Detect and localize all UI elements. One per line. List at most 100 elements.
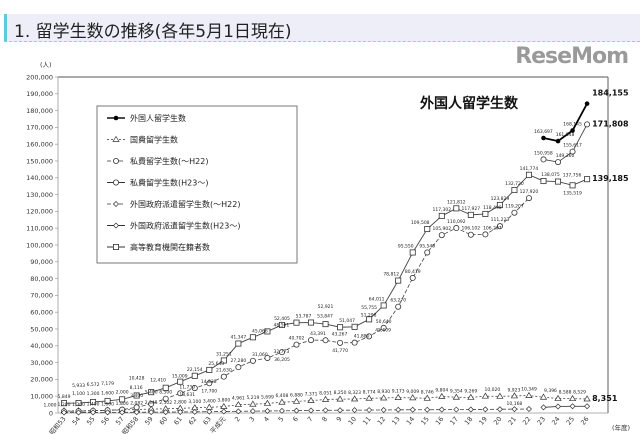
data-label: 105,902 (432, 226, 451, 232)
data-point (424, 226, 431, 233)
data-label: 53,787 (296, 314, 312, 320)
data-point (569, 182, 576, 189)
y-tick-label: 90,000 (30, 258, 53, 266)
chart-title: 外国人留学生数 (420, 95, 519, 112)
data-point (409, 274, 416, 281)
y-tick-label: 120,000 (26, 208, 53, 216)
data-point (336, 395, 344, 402)
data-label-highlight: 171,808 (592, 119, 629, 128)
series-line-2 (63, 197, 530, 412)
data-point (177, 378, 184, 385)
data-point (206, 366, 213, 373)
data-point (395, 277, 402, 284)
x-tick-label: 25 (565, 415, 576, 426)
legend-marker (113, 222, 119, 229)
data-label: 1,600 (101, 390, 114, 396)
y-tick-label: 30,000 (30, 359, 53, 367)
data-label: 123,829 (491, 196, 510, 202)
data-label: 9,804 (435, 388, 448, 394)
data-label: 2,800 (174, 399, 187, 405)
data-label: 9,923 (507, 387, 520, 393)
data-label: 17,700 (201, 388, 217, 394)
data-point (177, 390, 184, 397)
data-point (249, 357, 256, 364)
data-point (569, 148, 576, 155)
data-label: 55,755 (361, 305, 377, 311)
data-point (293, 407, 300, 414)
data-point (148, 409, 155, 416)
data-point (496, 392, 504, 399)
data-label: 43,267 (332, 331, 348, 337)
data-label: 1,600 (101, 401, 114, 407)
data-point (133, 392, 140, 399)
x-tick-label: 59 (143, 415, 154, 426)
x-tick-label: 57 (114, 415, 125, 426)
data-point (481, 392, 489, 399)
data-label: 8,250 (334, 390, 347, 396)
data-label: 32,773 (274, 349, 290, 355)
y-tick-label: 100,000 (26, 241, 53, 249)
legend-marker (113, 115, 119, 121)
data-point (264, 328, 271, 335)
x-tick-label: 昭和53 (47, 415, 68, 434)
y-tick-label: 160,000 (26, 141, 53, 149)
data-point (351, 339, 358, 346)
y-tick-label: 170,000 (26, 124, 53, 132)
data-label: 9,354 (450, 388, 463, 394)
legend-label: 外国政府派遣留学生数(〜H22) (130, 199, 240, 209)
data-point (205, 403, 213, 410)
data-point (583, 395, 591, 402)
data-label: 1,800 (116, 401, 129, 407)
y-tick-label: 140,000 (26, 174, 53, 182)
data-point (235, 408, 242, 415)
data-label: 161,848 (556, 132, 575, 138)
data-point (409, 249, 416, 256)
x-tick-label: 13 (390, 415, 401, 426)
data-point (191, 385, 198, 392)
section-title: 1. 留学生数の推移(各年5月1日現在) (14, 22, 292, 42)
data-point (337, 339, 344, 346)
data-label: 109,508 (411, 220, 430, 226)
data-label: 8,588 (559, 390, 572, 396)
data-point (278, 407, 285, 414)
data-point (482, 231, 489, 238)
data-point (525, 406, 532, 413)
data-point (540, 404, 547, 411)
data-label: 9,009 (406, 389, 419, 395)
data-label: 52,405 (274, 316, 290, 322)
data-point (104, 409, 111, 416)
data-label: 9,396 (544, 388, 557, 394)
data-point (278, 321, 285, 328)
data-point (584, 176, 591, 183)
data-point (511, 209, 518, 216)
data-label: 10,428 (129, 375, 145, 381)
data-point (337, 407, 344, 414)
x-tick-label: 10 (347, 415, 358, 426)
data-point (482, 210, 489, 217)
data-point (191, 408, 198, 415)
x-tick-label: 24 (550, 415, 561, 426)
data-point (220, 373, 227, 380)
data-point (467, 406, 474, 413)
x-tick-label: 17 (448, 415, 459, 426)
x-axis-unit: (年度) (612, 423, 630, 432)
data-label: 117,927 (462, 206, 481, 212)
y-tick-label: 40,000 (30, 342, 53, 350)
data-label: 127,920 (520, 189, 539, 195)
x-tick-label: 15 (419, 415, 430, 426)
y-tick-label: 20,000 (30, 376, 53, 384)
series-line-4 (63, 408, 529, 413)
data-point (539, 393, 548, 400)
data-point (496, 223, 503, 230)
x-tick-label: 8 (320, 415, 329, 423)
x-tick-label: 18 (463, 415, 474, 426)
data-point (264, 354, 271, 361)
data-point (438, 232, 445, 239)
data-point (409, 394, 417, 401)
data-label: 3,800 (217, 398, 230, 404)
data-label: 117,302 (432, 207, 451, 213)
data-label: 18,631 (179, 392, 195, 398)
x-tick-label: 2 (233, 415, 242, 423)
data-point (525, 391, 533, 398)
data-label: 6,572 (87, 382, 100, 388)
